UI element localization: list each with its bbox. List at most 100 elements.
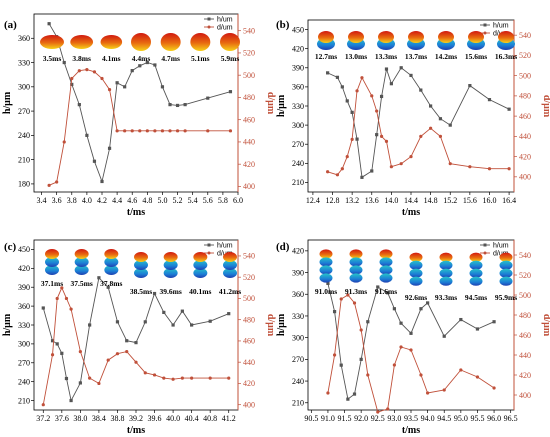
x-tick-label: 3.8 — [67, 196, 77, 205]
droplet-image: 13.7ms — [405, 31, 427, 61]
data-point — [346, 293, 350, 297]
data-point — [208, 319, 212, 323]
data-point — [392, 307, 396, 311]
data-point — [492, 320, 496, 324]
x-tick-label: 39.2 — [129, 414, 143, 423]
data-point — [153, 129, 157, 133]
data-point — [399, 321, 403, 325]
x-tick-label: 4.2 — [97, 196, 107, 205]
data-point — [41, 403, 45, 407]
data-point — [55, 342, 59, 346]
data-point — [107, 146, 112, 150]
x-tick-label: 39.6 — [148, 414, 162, 423]
snapshot-time-label: 91.3ms — [345, 287, 367, 296]
y-left-tick-label: 330 — [18, 58, 30, 67]
snapshot-time-label: 37.5ms — [71, 279, 93, 288]
data-point — [442, 388, 446, 392]
panel-a: (a) 3.4 3.6 3.8 4.0 4.2 4.4 4.6 4.8 5.0 5.2 5.4 5.6 5… — [2, 13, 276, 218]
data-point — [448, 123, 452, 127]
data-point — [88, 323, 92, 327]
x-tick-label: 5.2 — [173, 196, 183, 205]
data-point — [206, 129, 210, 133]
data-point — [350, 110, 354, 114]
x-tick-label: 91.0 — [321, 414, 335, 423]
data-point — [115, 320, 120, 324]
snapshot-time-label: 3.5ms — [43, 54, 62, 63]
y-right-tick-label: 440 — [519, 132, 531, 141]
x-tick-label: 90.5 — [304, 414, 318, 423]
y-right-tick-label: 460 — [243, 115, 255, 124]
y-right-tick-label: 460 — [243, 337, 255, 346]
droplet-image: 16.3ms — [495, 31, 517, 61]
data-point — [419, 134, 423, 138]
x-tick-label: 4.8 — [142, 196, 152, 205]
series-line — [327, 283, 495, 400]
data-point — [409, 73, 413, 78]
data-point — [376, 285, 380, 289]
y-left-tick-label: 240 — [18, 131, 30, 140]
data-point — [162, 376, 166, 380]
series-d — [326, 76, 511, 177]
data-point — [62, 60, 66, 65]
y-left-tick-label: 300 — [292, 333, 304, 342]
y-right-tick-label: 420 — [243, 160, 255, 169]
y-left-axis-title: h/μm — [276, 313, 287, 336]
snapshot-time-label: 16.3ms — [495, 52, 517, 61]
data-point — [50, 339, 55, 343]
data-point — [345, 99, 349, 103]
data-point — [352, 301, 357, 305]
data-point — [426, 391, 430, 395]
data-point — [145, 60, 149, 65]
droplet-image: 93.3ms — [435, 252, 457, 302]
data-point — [171, 377, 175, 381]
series-h — [326, 66, 511, 179]
y-left-tick-label: 240 — [18, 377, 30, 386]
y-left-tick-label: 390 — [292, 64, 304, 73]
x-tick-label: 14.8 — [424, 196, 438, 205]
data-point — [459, 368, 463, 372]
data-point — [339, 363, 343, 367]
data-point — [97, 276, 101, 280]
panel-label: (d) — [276, 241, 290, 253]
droplet-snapshots: 12.7ms 13.0ms 13.3ms 13.7ms 14.2ms 15.6ms 16.3… — [315, 31, 517, 61]
y-left-axis-title: h/μm — [2, 313, 13, 336]
x-tick-label: 6.0 — [233, 196, 243, 205]
snapshot-time-label: 5.1ms — [191, 54, 210, 63]
x-tick-label: 15.6 — [463, 196, 477, 205]
y-right-axis-title: d/μm — [541, 95, 550, 118]
x-tick-label: 14.4 — [404, 196, 418, 205]
data-point — [340, 85, 344, 89]
data-point — [326, 71, 330, 75]
data-point — [47, 183, 51, 187]
data-point — [335, 75, 340, 79]
data-point — [153, 63, 157, 67]
data-point — [100, 76, 104, 81]
x-tick-label: 4.6 — [127, 196, 137, 205]
y-right-tick-label: 480 — [243, 93, 255, 102]
data-point — [340, 167, 344, 171]
data-point — [227, 376, 231, 380]
data-point — [85, 68, 89, 72]
snapshot-time-label: 4.7ms — [161, 54, 180, 63]
data-point — [130, 69, 134, 73]
y-right-tick-label: 400 — [519, 391, 531, 400]
data-point — [492, 386, 496, 390]
y-left-tick-label: 210 — [18, 396, 30, 405]
data-point — [399, 162, 403, 166]
snapshot-time-label: 5.9ms — [221, 54, 240, 63]
y-right-tick-label: 460 — [519, 331, 531, 340]
x-axis-title: t/ms — [402, 425, 420, 436]
droplet-image: 37.1ms — [41, 249, 63, 288]
data-point — [468, 84, 472, 88]
data-point — [160, 129, 165, 133]
x-tick-label: 93.0 — [387, 414, 401, 423]
data-point — [228, 90, 233, 94]
data-point — [160, 85, 165, 89]
y-right-axis-title: d/μm — [541, 314, 550, 337]
y-right-tick-label: 520 — [519, 51, 531, 60]
legend-label: h/um — [493, 23, 509, 30]
droplet-image: 13.0ms — [345, 31, 367, 61]
droplet-snapshots: 91.0ms 91.3ms 91.6ms 92.6ms 93.3ms 94.5ms 95.9… — [315, 249, 517, 302]
data-point — [152, 291, 157, 296]
droplet-image: 12.7ms — [315, 31, 337, 61]
